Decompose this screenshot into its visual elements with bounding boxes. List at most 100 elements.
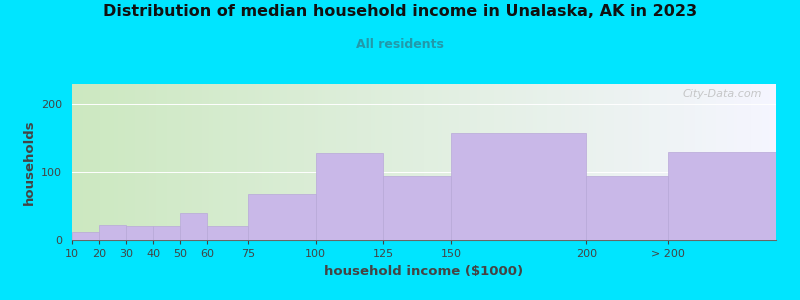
Bar xyxy=(202,84,206,240)
Text: All residents: All residents xyxy=(356,38,444,50)
Bar xyxy=(438,84,442,240)
Bar xyxy=(505,84,509,240)
Bar xyxy=(318,84,322,240)
Bar xyxy=(487,84,491,240)
Bar xyxy=(730,84,734,240)
Bar xyxy=(554,84,558,240)
Bar xyxy=(456,84,459,240)
Bar xyxy=(153,84,157,240)
Bar xyxy=(410,84,414,240)
Bar xyxy=(466,84,470,240)
Bar xyxy=(382,84,386,240)
Text: City-Data.com: City-Data.com xyxy=(682,89,762,99)
Bar xyxy=(241,84,245,240)
Bar xyxy=(207,226,248,240)
Bar xyxy=(125,84,128,240)
Bar xyxy=(579,84,582,240)
Bar xyxy=(386,84,389,240)
Bar xyxy=(361,84,364,240)
Bar xyxy=(364,84,368,240)
Bar xyxy=(269,84,273,240)
Bar xyxy=(311,84,315,240)
Bar xyxy=(540,84,544,240)
Bar xyxy=(522,84,526,240)
Bar xyxy=(126,226,154,240)
Bar xyxy=(255,84,258,240)
Bar xyxy=(762,84,766,240)
Bar xyxy=(586,176,668,240)
Bar xyxy=(773,84,776,240)
Bar xyxy=(248,84,251,240)
Bar xyxy=(308,84,311,240)
Bar xyxy=(434,84,438,240)
Bar xyxy=(389,84,392,240)
Bar xyxy=(238,84,241,240)
Bar xyxy=(526,84,530,240)
Bar xyxy=(354,84,357,240)
Bar xyxy=(262,84,266,240)
Bar xyxy=(590,84,593,240)
Bar xyxy=(336,84,339,240)
Bar xyxy=(392,84,396,240)
Bar xyxy=(206,84,210,240)
Bar xyxy=(709,84,713,240)
Bar xyxy=(688,84,691,240)
Bar xyxy=(621,84,625,240)
Bar xyxy=(702,84,706,240)
Bar xyxy=(628,84,632,240)
Bar xyxy=(449,84,452,240)
Bar xyxy=(406,84,410,240)
Bar xyxy=(122,84,125,240)
Bar xyxy=(266,84,269,240)
Bar xyxy=(174,84,178,240)
Bar xyxy=(646,84,650,240)
Bar xyxy=(135,84,139,240)
Bar xyxy=(632,84,635,240)
Bar xyxy=(154,226,180,240)
Bar xyxy=(618,84,621,240)
Bar xyxy=(181,84,185,240)
Bar xyxy=(248,194,316,240)
Bar xyxy=(558,84,562,240)
Bar xyxy=(316,153,383,240)
Bar xyxy=(280,84,283,240)
Bar xyxy=(698,84,702,240)
Bar xyxy=(301,84,304,240)
Bar xyxy=(378,84,382,240)
Bar xyxy=(480,84,484,240)
Bar xyxy=(142,84,146,240)
Bar xyxy=(290,84,294,240)
Bar xyxy=(769,84,773,240)
Bar xyxy=(451,133,586,240)
Bar xyxy=(610,84,614,240)
Bar xyxy=(653,84,656,240)
Bar xyxy=(614,84,618,240)
Bar xyxy=(424,84,427,240)
Bar xyxy=(685,84,688,240)
Bar xyxy=(157,84,160,240)
Bar xyxy=(213,84,216,240)
Bar xyxy=(93,84,97,240)
Bar xyxy=(192,84,195,240)
Bar xyxy=(734,84,738,240)
Bar xyxy=(97,84,100,240)
Bar xyxy=(695,84,698,240)
Bar xyxy=(663,84,667,240)
Bar xyxy=(79,84,82,240)
Bar xyxy=(597,84,600,240)
Bar xyxy=(283,84,286,240)
Bar xyxy=(399,84,403,240)
Bar xyxy=(674,84,678,240)
Bar xyxy=(530,84,533,240)
Bar xyxy=(603,84,607,240)
Bar xyxy=(533,84,537,240)
Bar xyxy=(343,84,346,240)
Bar xyxy=(766,84,769,240)
Bar xyxy=(738,84,741,240)
Bar xyxy=(572,84,575,240)
Bar xyxy=(568,84,572,240)
Bar xyxy=(230,84,234,240)
Bar xyxy=(75,84,79,240)
Bar xyxy=(322,84,326,240)
Bar xyxy=(474,84,477,240)
